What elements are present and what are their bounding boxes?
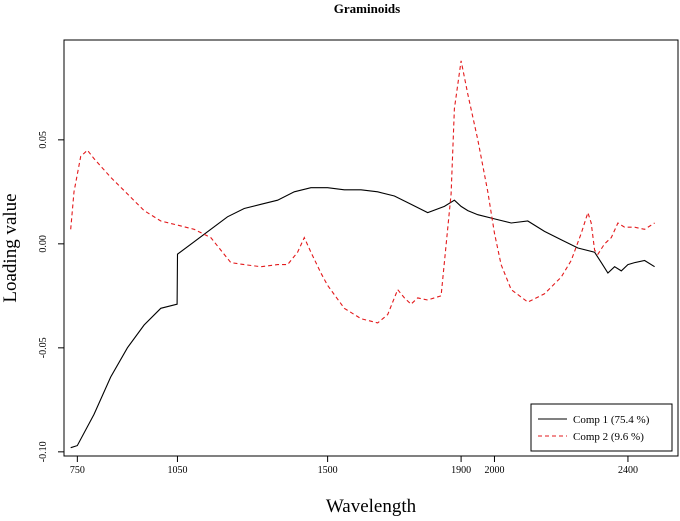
y-tick-label: 0.00 xyxy=(38,235,49,253)
legend-box xyxy=(530,403,673,452)
series-line-2 xyxy=(70,60,655,324)
x-axis: 750 1050 1500 1900 2000 2400 xyxy=(70,455,638,476)
x-tick-label: 2000 xyxy=(484,465,504,476)
series-line-1 xyxy=(70,187,655,449)
x-tick-label: 1500 xyxy=(318,465,338,476)
y-tick-label: -0.10 xyxy=(38,441,49,462)
legend: Comp 1 (75.4 %) Comp 2 (9.6 %) xyxy=(530,403,673,452)
x-tick-label: 750 xyxy=(70,465,85,476)
x-tick-label: 1050 xyxy=(167,465,187,476)
plot-frame xyxy=(63,39,679,457)
y-tick-label: -0.05 xyxy=(38,337,49,358)
y-tick-label: 0.05 xyxy=(38,131,49,149)
x-tick-label: 2400 xyxy=(618,465,638,476)
x-axis-title: Wavelength xyxy=(326,496,417,517)
legend-label: Comp 2 (9.6 %) xyxy=(573,431,644,443)
x-tick-label: 1900 xyxy=(451,465,471,476)
chart-title: Graminoids xyxy=(334,1,400,16)
legend-label: Comp 1 (75.4 %) xyxy=(573,414,650,426)
y-axis: -0.10 -0.05 0.00 0.05 xyxy=(38,131,65,462)
y-axis-title: Loading value xyxy=(0,193,21,302)
series-layer xyxy=(70,60,655,449)
